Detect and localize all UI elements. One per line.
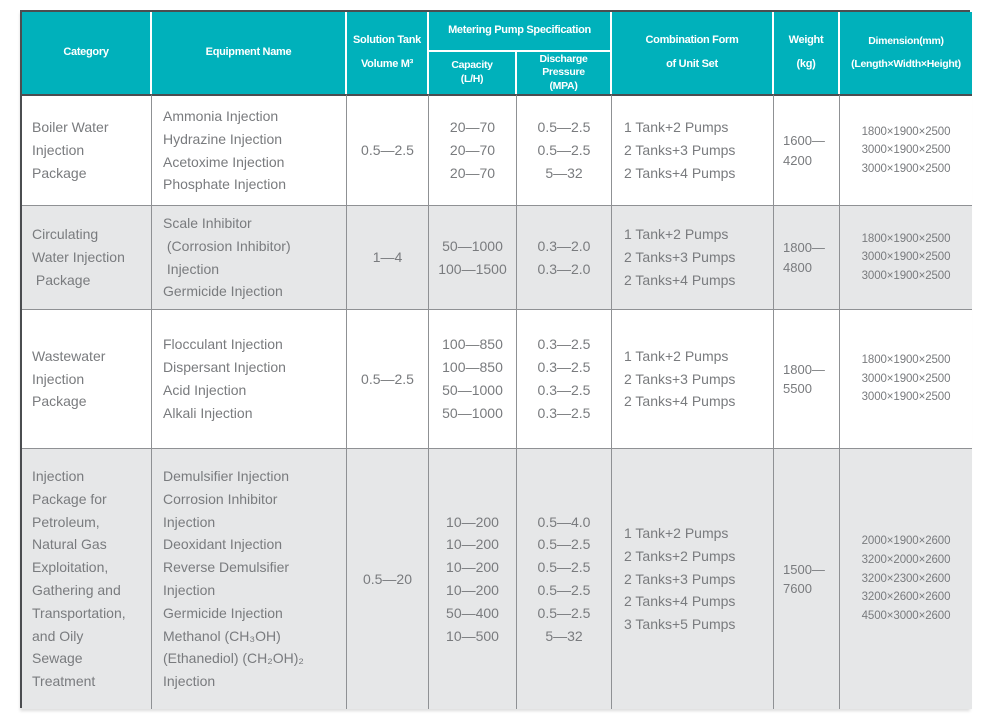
spec-table: Category Equipment Name Solution Tank Vo… xyxy=(22,12,972,709)
col-header-solution-tank-volume: Solution Tank Volume M³ xyxy=(347,12,429,94)
col-header-capacity: Capacity (L/H) xyxy=(429,52,517,94)
cell-discharge-pressure: 0.3—2.5 0.3—2.5 0.3—2.5 0.3—2.5 xyxy=(517,310,612,449)
cell-capacity: 100—850 100—850 50—1000 50—1000 xyxy=(429,310,517,449)
table-row-circulating-water: Circulating Water Injection Package Scal… xyxy=(22,206,972,310)
cell-category: Wastewater Injection Package xyxy=(22,310,152,449)
cell-combination-form: 1 Tank+2 Pumps 2 Tanks+2 Pumps 2 Tanks+3… xyxy=(612,449,774,709)
equipment-spec-table: Category Equipment Name Solution Tank Vo… xyxy=(20,10,972,709)
cell-tank-volume: 0.5—20 xyxy=(347,449,429,709)
cell-discharge-pressure: 0.5—4.0 0.5—2.5 0.5—2.5 0.5—2.5 0.5—2.5 … xyxy=(517,449,612,709)
cell-weight: 1500— 7600 xyxy=(774,449,840,709)
col-header-combination-form: Combination Form of Unit Set xyxy=(612,12,774,94)
cell-category: Injection Package for Petroleum, Natural… xyxy=(22,449,152,709)
cell-capacity: 10—200 10—200 10—200 10—200 50—400 10—50… xyxy=(429,449,517,709)
col-header-equipment-name: Equipment Name xyxy=(152,12,347,94)
col-header-discharge-pressure: Discharge Pressure (MPA) xyxy=(517,52,612,94)
table-row-wastewater: Wastewater Injection Package Flocculant … xyxy=(22,310,972,449)
cell-tank-volume: 0.5—2.5 xyxy=(347,94,429,206)
cell-combination-form: 1 Tank+2 Pumps 2 Tanks+3 Pumps 2 Tanks+4… xyxy=(612,310,774,449)
cell-capacity: 20—70 20—70 20—70 xyxy=(429,94,517,206)
cell-equipment-name: Scale Inhibitor (Corrosion Inhibitor) In… xyxy=(152,206,347,310)
cell-category: Circulating Water Injection Package xyxy=(22,206,152,310)
cell-weight: 1600— 4200 xyxy=(774,94,840,206)
cell-combination-form: 1 Tank+2 Pumps 2 Tanks+3 Pumps 2 Tanks+4… xyxy=(612,206,774,310)
cell-combination-form: 1 Tank+2 Pumps 2 Tanks+3 Pumps 2 Tanks+4… xyxy=(612,94,774,206)
cell-capacity: 50—1000 100—1500 xyxy=(429,206,517,310)
cell-tank-volume: 0.5—2.5 xyxy=(347,310,429,449)
table-body: Boiler Water Injection Package Ammonia I… xyxy=(22,94,972,709)
cell-equipment-name: Demulsifier Injection Corrosion Inhibito… xyxy=(152,449,347,709)
cell-equipment-name: Ammonia Injection Hydrazine Injection Ac… xyxy=(152,94,347,206)
table-row-petroleum-injection: Injection Package for Petroleum, Natural… xyxy=(22,449,972,709)
cell-discharge-pressure: 0.5—2.5 0.5—2.5 5—32 xyxy=(517,94,612,206)
cell-equipment-name: Flocculant Injection Dispersant Injectio… xyxy=(152,310,347,449)
cell-dimension: 1800×1900×2500 3000×1900×2500 3000×1900×… xyxy=(840,310,972,449)
table-row-boiler-water: Boiler Water Injection Package Ammonia I… xyxy=(22,94,972,206)
cell-category: Boiler Water Injection Package xyxy=(22,94,152,206)
col-header-metering-pump-spec: Metering Pump Specification xyxy=(429,12,612,52)
cell-dimension: 1800×1900×2500 3000×1900×2500 3000×1900×… xyxy=(840,206,972,310)
cell-dimension: 2000×1900×2600 3200×2000×2600 3200×2300×… xyxy=(840,449,972,709)
col-header-dimension: Dimension(mm) (Length×Width×Height) xyxy=(840,12,972,94)
cell-dimension: 1800×1900×2500 3000×1900×2500 3000×1900×… xyxy=(840,94,972,206)
cell-weight: 1800— 5500 xyxy=(774,310,840,449)
header-row-sub: Capacity (L/H) Discharge Pressure (MPA) xyxy=(22,52,972,94)
table-header: Category Equipment Name Solution Tank Vo… xyxy=(22,12,972,94)
cell-tank-volume: 1—4 xyxy=(347,206,429,310)
col-header-category: Category xyxy=(22,12,152,94)
cell-weight: 1800— 4800 xyxy=(774,206,840,310)
col-header-weight: Weight (kg) xyxy=(774,12,840,94)
cell-discharge-pressure: 0.3—2.0 0.3—2.0 xyxy=(517,206,612,310)
header-row-top: Category Equipment Name Solution Tank Vo… xyxy=(22,12,972,94)
